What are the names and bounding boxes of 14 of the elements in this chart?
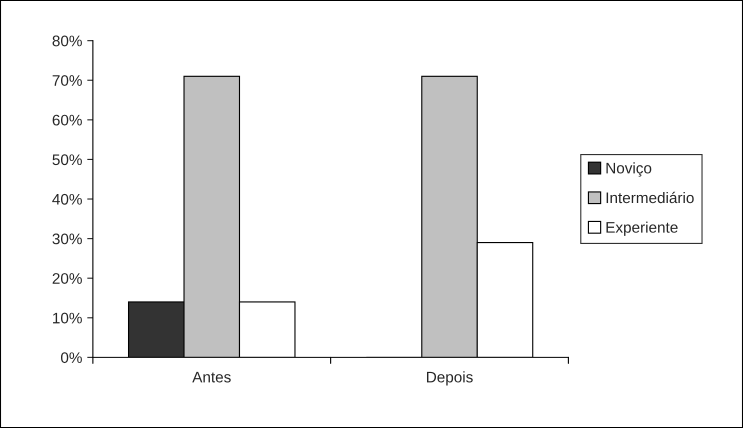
y-tick-label: 80% xyxy=(52,36,82,46)
y-tick-label: 0% xyxy=(60,352,82,364)
y-tick-label: 40% xyxy=(52,194,82,205)
legend-label: Experiente xyxy=(606,222,678,236)
y-tick-label: 70% xyxy=(52,75,82,86)
y-tick-label: 30% xyxy=(52,233,82,244)
y-tick-label: 20% xyxy=(52,273,82,284)
y-tick-label: 60% xyxy=(52,114,82,126)
y-tick-label: 10% xyxy=(53,312,82,324)
x-tick-label: Depois xyxy=(426,371,473,386)
x-tick-label: Antes xyxy=(192,372,231,382)
legend-label: Intermediário xyxy=(606,192,694,204)
y-tick-label: 50% xyxy=(52,154,82,166)
legend-label: Noviço xyxy=(606,162,652,177)
